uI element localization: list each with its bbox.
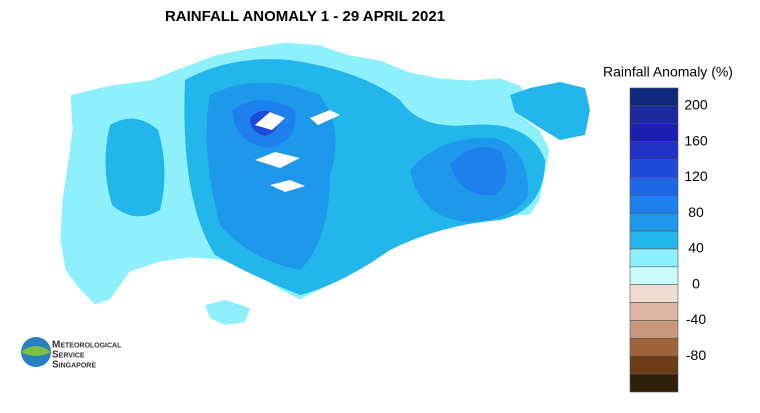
- colorbar-tick-label: -80: [686, 347, 706, 363]
- colorbar-bin: [629, 373, 679, 393]
- colorbar-tick-label: -40: [686, 311, 706, 327]
- colorbar-bin: [629, 230, 679, 250]
- logo-text: Singapore: [52, 360, 96, 371]
- colorbar-bin: [629, 212, 679, 232]
- colorbar-bin: [629, 177, 679, 196]
- reservoir: [255, 110, 340, 192]
- colorbar-tick-label: 0: [692, 275, 700, 291]
- island: [510, 82, 590, 140]
- colorbar-bin: [629, 355, 679, 375]
- colorbar-tick-label: 160: [684, 132, 708, 148]
- logo-mark: [21, 346, 51, 356]
- colorbar-tick-label: 40: [688, 240, 704, 256]
- colorbar-bin: [629, 141, 679, 160]
- island: [205, 300, 250, 325]
- colorbar-tick-label: 120: [684, 168, 708, 184]
- map-title: RAINFALL ANOMALY 1 - 29 APRIL 2021: [165, 8, 445, 25]
- colorbar-bin: [629, 302, 679, 321]
- colorbar-bin: [629, 123, 679, 142]
- colorbar-bin: [629, 248, 679, 268]
- colorbar-bin: [629, 194, 679, 214]
- colorbar-bin: [629, 338, 679, 357]
- colorbar-bin: [629, 87, 679, 107]
- colorbar-bin: [629, 284, 679, 303]
- colorbar-bin: [629, 105, 679, 125]
- colorbar-bin: [629, 266, 679, 286]
- logo-text: Meteorological: [52, 340, 122, 351]
- logo-text: Service: [52, 350, 85, 361]
- zone: [450, 147, 507, 196]
- logo: Meteorological Service Singapore: [21, 337, 122, 371]
- zone: [105, 118, 165, 217]
- map: [59, 41, 590, 325]
- colorbar-tick-label: 200: [684, 97, 708, 113]
- colorbar-bin: [629, 159, 679, 178]
- colorbar-bin: [629, 320, 679, 339]
- colorbar-tick-label: 80: [688, 204, 704, 220]
- legend-title: Rainfall Anomaly (%): [603, 64, 733, 80]
